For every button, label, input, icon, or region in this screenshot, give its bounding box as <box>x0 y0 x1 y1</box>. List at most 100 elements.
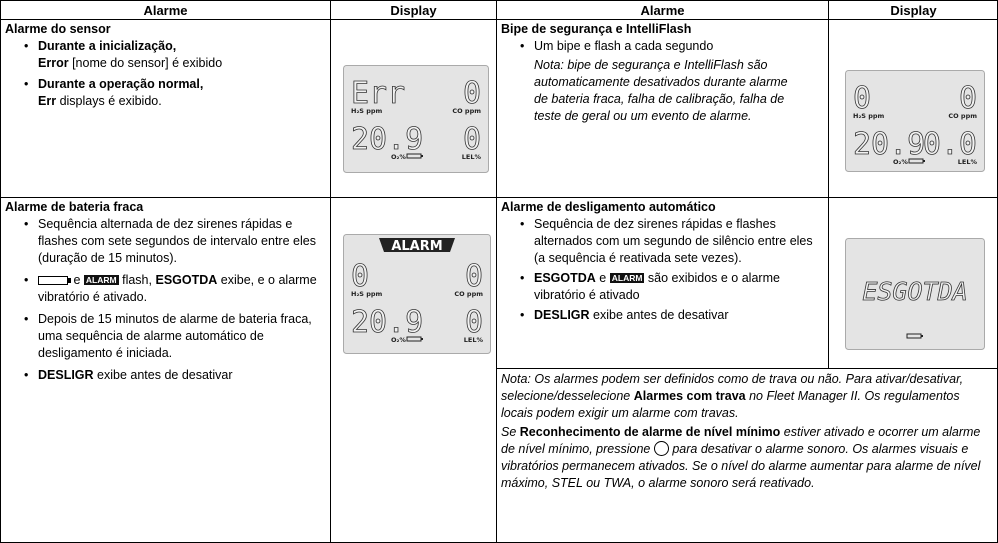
battery-icon <box>38 276 71 286</box>
bold-text: Alarmes com trava <box>633 388 746 403</box>
text: exibe antes de desativar <box>97 368 233 382</box>
lcd-digits: Err <box>351 76 405 111</box>
lcd-screen <box>343 65 489 173</box>
alarm-title: Bipe de segurança e IntelliFlash <box>501 22 692 36</box>
alarm-cell: Alarme do sensor Durante a inicialização… <box>0 19 330 197</box>
lcd-digits: 0 <box>463 122 481 157</box>
bullet-list: Durante a inicialização, Error [nome do s… <box>5 38 326 110</box>
text: Sequência alternada de dez sirenes rápid… <box>38 217 316 265</box>
display-cell: ESGOTDA <box>828 197 998 368</box>
bold-text: Reconhecimento de alarme de nível mínimo <box>519 425 781 440</box>
lcd-digits: 20.9 <box>351 122 423 157</box>
alarm-cell: Alarme de desligamento automático Sequên… <box>496 197 828 368</box>
lcd-label: LEL% <box>464 336 484 344</box>
lcd-digits: 20.9 <box>853 127 925 162</box>
alarm-badge-bg <box>379 238 455 252</box>
note: Nota: bipe de segurança e IntelliFlash s… <box>534 58 788 123</box>
text: Um bipe e flash a cada segundo <box>534 39 714 53</box>
code: Err <box>38 94 57 108</box>
bullet-item: Sequência de dez sirenes rápidas e flash… <box>520 216 824 267</box>
alarm-title: Alarme de bateria fraca <box>5 200 144 214</box>
text: Depois de 15 minutos de alarme de bateri… <box>38 312 312 360</box>
display-cell: ALARM 0 0 H₂S ppm CO ppm 20.9 0 O₂% LEL% <box>330 197 496 543</box>
lcd-digits: 0.0 <box>923 127 977 162</box>
battery-tip <box>923 160 925 162</box>
bullet-item: e ALARM flash, ESGOTDA exibe, e o alarme… <box>24 272 326 306</box>
text: para desativar o alarme sonoro. Os alarm… <box>501 442 981 490</box>
code: DESLIGR <box>38 368 94 382</box>
lcd-label: CO ppm <box>454 290 483 298</box>
lcd-display: ESGOTDA <box>845 238 985 350</box>
bullet-item: Durante a operação normal, Err displays é… <box>24 76 326 110</box>
bullet-item: DESLIGR exibe antes de desativar <box>24 367 326 384</box>
lcd-screen <box>343 234 491 354</box>
button-icon <box>653 441 669 457</box>
display-cell: 0 0 H₂S ppm CO ppm 20.9 0.0 O₂% LEL% <box>828 19 998 197</box>
notes-cell: Nota: Os alarmes podem ser definidos com… <box>496 368 998 543</box>
text: Nota: Os alarmes podem ser definidos com… <box>501 372 964 403</box>
header-cell: Display <box>828 0 998 19</box>
lcd-label: CO ppm <box>452 107 481 115</box>
alarm-cell: Bipe de segurança e IntelliFlash Um bipe… <box>496 19 828 197</box>
bullet-list: Um bipe e flash a cada segundo <box>501 38 824 55</box>
text: Sequência de dez sirenes rápidas e flash… <box>534 217 813 265</box>
lcd-digits: 0 <box>465 305 483 340</box>
alarm-title: Alarme de desligamento automático <box>501 200 716 214</box>
alarm-badge: ALARM <box>609 273 645 283</box>
header-cell: Alarme <box>496 0 828 19</box>
bullet-item: Depois de 15 minutos de alarme de bateri… <box>24 311 326 362</box>
header-cell: Display <box>330 0 496 19</box>
bullet-item: Um bipe e flash a cada segundo <box>520 38 824 55</box>
lcd-label: LEL% <box>462 153 482 161</box>
lcd-digits: 0 <box>959 81 977 116</box>
text: displays é exibido. <box>59 94 162 108</box>
lcd-digits: 0 <box>465 259 483 294</box>
alarm-cell: Alarme de bateria fraca Sequência altern… <box>0 197 330 543</box>
lcd-label: H₂S ppm <box>351 107 383 115</box>
lcd-digits: 0 <box>463 76 481 111</box>
bullet-list: Sequência alternada de dez sirenes rápid… <box>5 216 326 384</box>
text: Se <box>501 425 517 440</box>
battery-tip <box>921 335 923 337</box>
lcd-label: O₂% <box>391 336 406 344</box>
note-paragraph: Se Reconhecimento de alarme de nível mín… <box>501 424 994 491</box>
text: estiver ativado e ocorrer um alarme de n… <box>501 425 981 457</box>
lcd-digits: 0 <box>351 259 369 294</box>
bullet-item: Durante a inicialização, Error [nome do s… <box>24 38 326 72</box>
lcd-display: Err 0 H₂S ppm CO ppm 20.9 0 O₂% LEL% <box>343 65 489 173</box>
lcd-screen <box>845 70 985 172</box>
battery-tip <box>421 155 423 157</box>
lcd-text: ESGOTDA <box>862 277 967 306</box>
alarm-badge: ALARM <box>391 239 442 254</box>
display-cell: Err 0 H₂S ppm CO ppm 20.9 0 O₂% LEL% <box>330 19 496 197</box>
text: exibe, e o alarme vibratório é ativado. <box>38 273 317 304</box>
lcd-label: H₂S ppm <box>853 112 885 120</box>
text: [nome do sensor] é exibido <box>72 56 223 70</box>
code: DESLIGR <box>534 308 590 322</box>
battery-tip <box>421 338 423 340</box>
lead: Durante a inicialização, <box>38 39 177 53</box>
text: no Fleet Manager II. Os regulamentos loc… <box>501 388 960 420</box>
lcd-label: LEL% <box>958 158 978 166</box>
alarm-title: Alarme do sensor <box>5 22 111 36</box>
text: e <box>73 273 81 287</box>
lcd-screen <box>845 238 985 350</box>
bullet-list: Sequência de dez sirenes rápidas e flash… <box>501 216 824 324</box>
lcd-digits: 0 <box>853 81 871 116</box>
header-cell: Alarme <box>0 0 330 19</box>
bullet-item: Sequência alternada de dez sirenes rápid… <box>24 216 326 267</box>
lcd-label: H₂S ppm <box>351 290 383 298</box>
text: e <box>599 271 607 285</box>
text: são exibidos e o alarme vibratório é ati… <box>534 271 780 302</box>
text: exibe antes de desativar <box>593 308 729 322</box>
lcd-label: CO ppm <box>948 112 977 120</box>
code: ESGOTDA <box>534 271 596 285</box>
lead: Durante a operação normal, <box>38 77 204 91</box>
code: Error <box>38 56 69 70</box>
lcd-label: O₂% <box>391 153 406 161</box>
lcd-label: O₂% <box>893 158 908 166</box>
note-paragraph: Nota: Os alarmes podem ser definidos com… <box>501 371 994 421</box>
